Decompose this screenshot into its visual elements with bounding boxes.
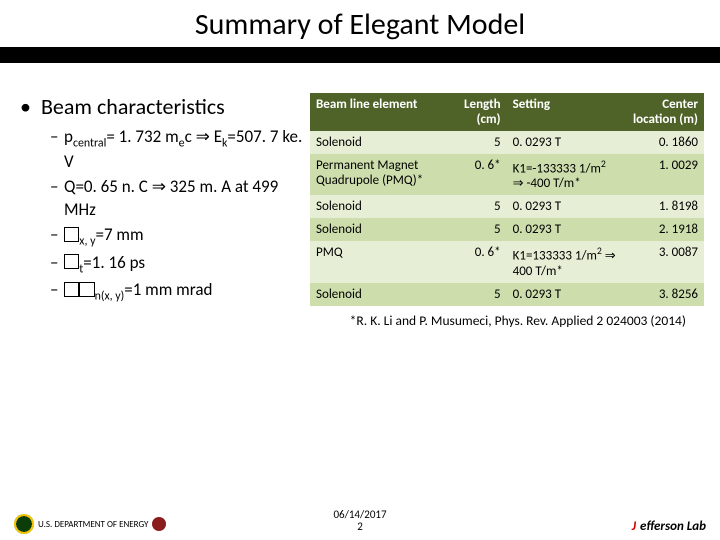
table-cell: Solenoid — [310, 131, 447, 154]
table-cell: 5 — [447, 131, 507, 154]
doe-logo: U.S. DEPARTMENT OF ENERGY — [14, 514, 166, 534]
footer: U.S. DEPARTMENT OF ENERGY 06/14/2017 2 J… — [0, 514, 720, 534]
table-header-cell: Center location (m) — [624, 93, 704, 131]
table-header-cell: Setting — [507, 93, 624, 131]
table-row: Permanent Magnet Quadrupole (PMQ)*0. 6*K… — [310, 154, 704, 195]
table-cell: 2. 1918 — [624, 218, 704, 241]
main-bullet: • Beam characteristics — [16, 93, 306, 120]
table-cell: K1=133333 1/m2 ⇒ 400 T/m* — [507, 241, 624, 282]
table-body: Solenoid50. 0293 T0. 1860Permanent Magne… — [310, 131, 704, 306]
table-cell: Solenoid — [310, 283, 447, 306]
table-cell: 5 — [447, 218, 507, 241]
sub-bullet: x, y=7 mm — [50, 224, 306, 249]
table-cell: 3. 8256 — [624, 283, 704, 306]
left-column: • Beam characteristics pcentral= 1. 732 … — [16, 93, 306, 540]
slide: Summary of Elegant Model • Beam characte… — [0, 0, 720, 540]
table-cell: K1=-133333 1/m2 ⇒ -400 T/m* — [507, 154, 624, 195]
bullet-dot: • — [20, 93, 31, 120]
footer-date: 06/14/2017 — [333, 509, 386, 522]
table-cell: Solenoid — [310, 218, 447, 241]
table-cell: 0. 0293 T — [507, 195, 624, 218]
main-bullet-text: Beam characteristics — [41, 93, 225, 120]
table-row: Solenoid50. 0293 T0. 1860 — [310, 131, 704, 154]
table-cell: Permanent Magnet Quadrupole (PMQ)* — [310, 154, 447, 195]
doe-seal-icon — [14, 514, 34, 534]
jlab-logo: Jefferson Lab — [632, 519, 706, 534]
table-cell: PMQ — [310, 241, 447, 282]
table-cell: 0. 0293 T — [507, 283, 624, 306]
table-cell: Solenoid — [310, 195, 447, 218]
table-row: Solenoid50. 0293 T1. 8198 — [310, 195, 704, 218]
footer-center: 06/14/2017 2 — [333, 509, 386, 534]
table-header-cell: Beam line element — [310, 93, 447, 131]
footnote: *R. K. Li and P. Musumeci, Phys. Rev. Ap… — [310, 306, 704, 329]
table-cell: 0. 6* — [447, 154, 507, 195]
table-row: Solenoid50. 0293 T3. 8256 — [310, 283, 704, 306]
table-cell: 5 — [447, 283, 507, 306]
table-cell: 3. 0087 — [624, 241, 704, 282]
table-cell: 0. 1860 — [624, 131, 704, 154]
footer-page: 2 — [333, 521, 386, 534]
table-cell: 0. 6* — [447, 241, 507, 282]
table-cell: 5 — [447, 195, 507, 218]
table-header-cell: Length (cm) — [447, 93, 507, 131]
doe-label: U.S. DEPARTMENT OF ENERGY — [38, 519, 148, 530]
table-row: PMQ0. 6*K1=133333 1/m2 ⇒ 400 T/m*3. 0087 — [310, 241, 704, 282]
slide-title: Summary of Elegant Model — [0, 0, 720, 47]
sub-bullet: n(x, y)=1 mm mrad — [50, 279, 306, 304]
table-row: Solenoid50. 0293 T2. 1918 — [310, 218, 704, 241]
sub-bullet-list: pcentral= 1. 732 mec ⇒ Ek=507. 7 ke. VQ=… — [16, 126, 306, 305]
sub-bullet: pcentral= 1. 732 mec ⇒ Ek=507. 7 ke. V — [50, 126, 306, 174]
jsa-icon — [152, 517, 166, 531]
beamline-table: Beam line elementLength (cm)SettingCente… — [310, 93, 704, 306]
sub-bullet: Q=0. 65 n. C ⇒ 325 m. A at 499 MHz — [50, 176, 306, 222]
table-cell: 1. 8198 — [624, 195, 704, 218]
content-area: • Beam characteristics pcentral= 1. 732 … — [0, 63, 720, 540]
divider-bar — [0, 47, 720, 63]
table-cell: 0. 0293 T — [507, 131, 624, 154]
sub-bullet: t=1. 16 ps — [50, 252, 306, 277]
table-header-row: Beam line elementLength (cm)SettingCente… — [310, 93, 704, 131]
table-cell: 1. 0029 — [624, 154, 704, 195]
right-column: Beam line elementLength (cm)SettingCente… — [310, 93, 704, 540]
table-cell: 0. 0293 T — [507, 218, 624, 241]
